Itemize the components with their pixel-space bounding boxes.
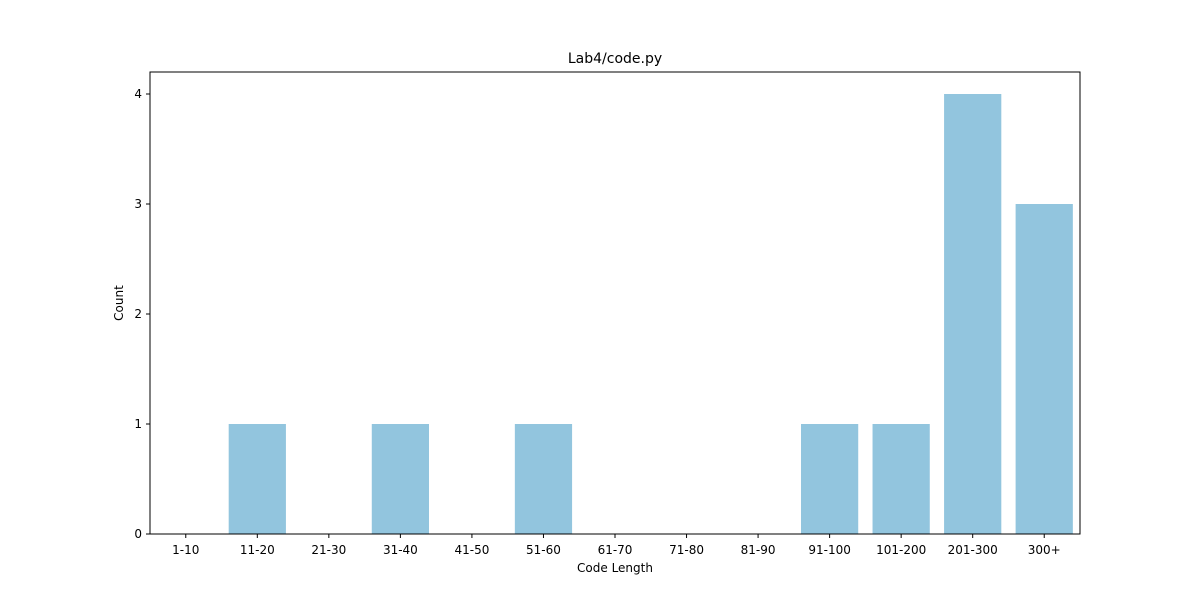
y-tick-label: 0: [134, 527, 142, 541]
x-tick-label: 91-100: [808, 543, 851, 557]
bar-11-20: [228, 424, 286, 534]
x-axis-ticks: 1-10 11-20 21-30 31-40 41-50 51-60 61-70 71-80 8…: [172, 534, 1061, 557]
x-tick-label: 1-10: [172, 543, 199, 557]
x-tick-label: 61-70: [598, 543, 633, 557]
bars-layer: [228, 94, 1073, 534]
chart-title: Lab4/code.py: [568, 51, 662, 67]
x-tick-label: 101-200: [876, 543, 926, 557]
y-tick-label: 1: [134, 417, 142, 431]
y-tick-label: 4: [134, 87, 142, 101]
bar-31-40: [371, 424, 429, 534]
x-tick-label: 300+: [1028, 543, 1061, 557]
bar-300+: [1015, 204, 1073, 534]
y-tick-label: 2: [134, 307, 142, 321]
x-tick-label: 51-60: [526, 543, 561, 557]
bar-51-60: [514, 424, 573, 534]
y-axis-label: Count: [112, 285, 126, 321]
bar-201-300: [944, 94, 1002, 534]
x-tick-label: 41-50: [454, 543, 489, 557]
x-tick-label: 71-80: [669, 543, 704, 557]
y-tick-label: 3: [134, 197, 142, 211]
y-axis-ticks: 0 1 2 3 4: [134, 87, 150, 541]
x-tick-label: 81-90: [741, 543, 776, 557]
x-axis-label: Code Length: [577, 561, 653, 575]
bar-91-100: [801, 424, 859, 534]
bar-101-200: [872, 424, 930, 534]
x-tick-label: 21-30: [311, 543, 346, 557]
x-tick-label: 201-300: [948, 543, 998, 557]
x-tick-label: 11-20: [240, 543, 275, 557]
x-tick-label: 31-40: [383, 543, 418, 557]
